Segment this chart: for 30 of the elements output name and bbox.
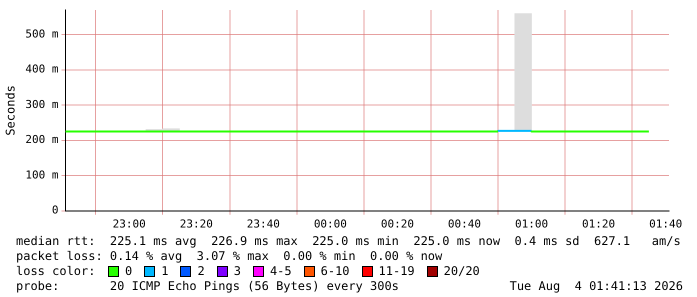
x-tick-label: 01:00: [514, 217, 548, 230]
legend-label: 3: [234, 264, 241, 279]
legend-label: 4-5: [270, 264, 292, 279]
y-tick-label: 0: [52, 204, 59, 217]
bar: [514, 13, 532, 132]
y-tick-label: 200 m: [25, 133, 59, 146]
y-tick-label: 500 m: [25, 28, 59, 41]
x-tick-label: 23:00: [112, 217, 146, 230]
x-tick-label: 01:20: [582, 217, 616, 230]
legend-label: 2: [197, 264, 205, 279]
y-tick-label: 300 m: [25, 98, 59, 111]
x-tick-label: 23:40: [246, 217, 280, 230]
legend-label: 0: [125, 264, 132, 279]
legend-label: 20/20: [444, 264, 480, 279]
y-tick-label: 400 m: [25, 62, 59, 76]
x-tick-label: 00:20: [380, 217, 414, 230]
text: Tue Aug 4 01:41:13 2026: [510, 279, 683, 294]
y-axis-title: Seconds: [3, 85, 18, 136]
x-tick-label: 01:40: [649, 217, 682, 230]
legend-title: loss color:: [16, 264, 96, 279]
legend-label: 1: [161, 264, 168, 279]
text: packet loss: 0.14 % avg 3.07 % max 0.00 % min 0.00 % now: [16, 249, 444, 264]
text: probe: 20 ICMP Echo Pings (56 Bytes) every 300s: [16, 279, 399, 294]
x-tick-label: 00:40: [448, 217, 482, 230]
y-tick-label: 100 m: [25, 168, 59, 182]
x-tick-label: 23:20: [180, 217, 213, 230]
text: median rtt: 225.1 ms avg 226.9 ms max 225.0 ms min 225.0 ms now 0.4 ms sd 627.1 am/s: [16, 234, 682, 249]
legend-label: 11-19: [378, 264, 415, 279]
legend-label: 6-10: [320, 264, 350, 279]
x-tick-label: 00:00: [314, 217, 347, 230]
